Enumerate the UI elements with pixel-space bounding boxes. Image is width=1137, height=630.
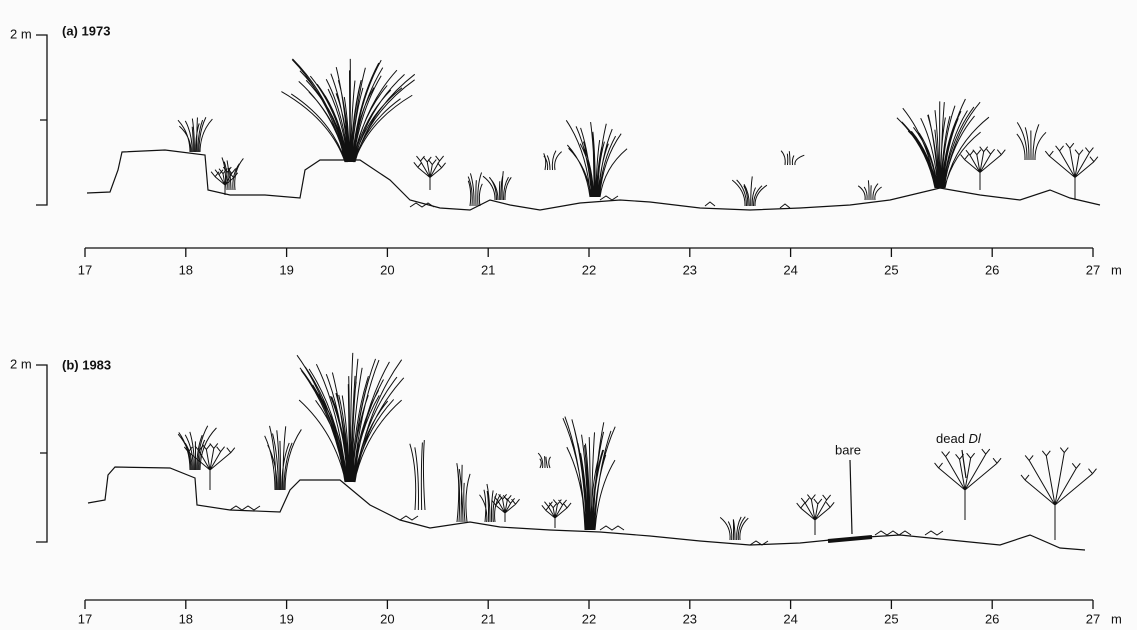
x-tick-label: 26 bbox=[985, 611, 999, 626]
x-tick-label: 24 bbox=[783, 611, 797, 626]
y-label: 2 m bbox=[10, 356, 32, 371]
x-tick-label: 19 bbox=[279, 611, 293, 626]
species-code: Dl bbox=[969, 431, 982, 446]
x-tick-label: 17 bbox=[78, 262, 92, 277]
x-tick-label: 20 bbox=[380, 611, 394, 626]
x-tick-label: 23 bbox=[683, 611, 697, 626]
x-tick-label: 17 bbox=[78, 611, 92, 626]
x-tick-label: 22 bbox=[582, 611, 596, 626]
background bbox=[0, 0, 1137, 630]
x-unit: m bbox=[1111, 262, 1122, 277]
x-tick-label: 23 bbox=[683, 262, 697, 277]
x-unit: m bbox=[1111, 611, 1122, 626]
x-tick-label: 21 bbox=[481, 262, 495, 277]
y-label: 2 m bbox=[10, 26, 32, 41]
x-tick-label: 21 bbox=[481, 611, 495, 626]
panel-label: (a) 1973 bbox=[62, 23, 110, 38]
x-tick-label: 19 bbox=[279, 262, 293, 277]
x-tick-label: 26 bbox=[985, 262, 999, 277]
annotation: bare bbox=[835, 442, 861, 457]
x-tick-label: 18 bbox=[179, 262, 193, 277]
x-tick-label: 25 bbox=[884, 262, 898, 277]
x-tick-label: 22 bbox=[582, 262, 596, 277]
annotation-text: dead bbox=[936, 431, 965, 446]
x-tick-label: 27 bbox=[1086, 262, 1100, 277]
x-tick-label: 20 bbox=[380, 262, 394, 277]
figure: 2 m (a) 1973 2 m (b) 1983 bare dead Dl 1… bbox=[0, 0, 1137, 630]
x-tick-label: 27 bbox=[1086, 611, 1100, 626]
annotation: dead Dl bbox=[936, 431, 982, 446]
x-tick-label: 25 bbox=[884, 611, 898, 626]
panel-label: (b) 1983 bbox=[62, 357, 111, 372]
x-tick-label: 24 bbox=[783, 262, 797, 277]
x-tick-label: 18 bbox=[179, 611, 193, 626]
